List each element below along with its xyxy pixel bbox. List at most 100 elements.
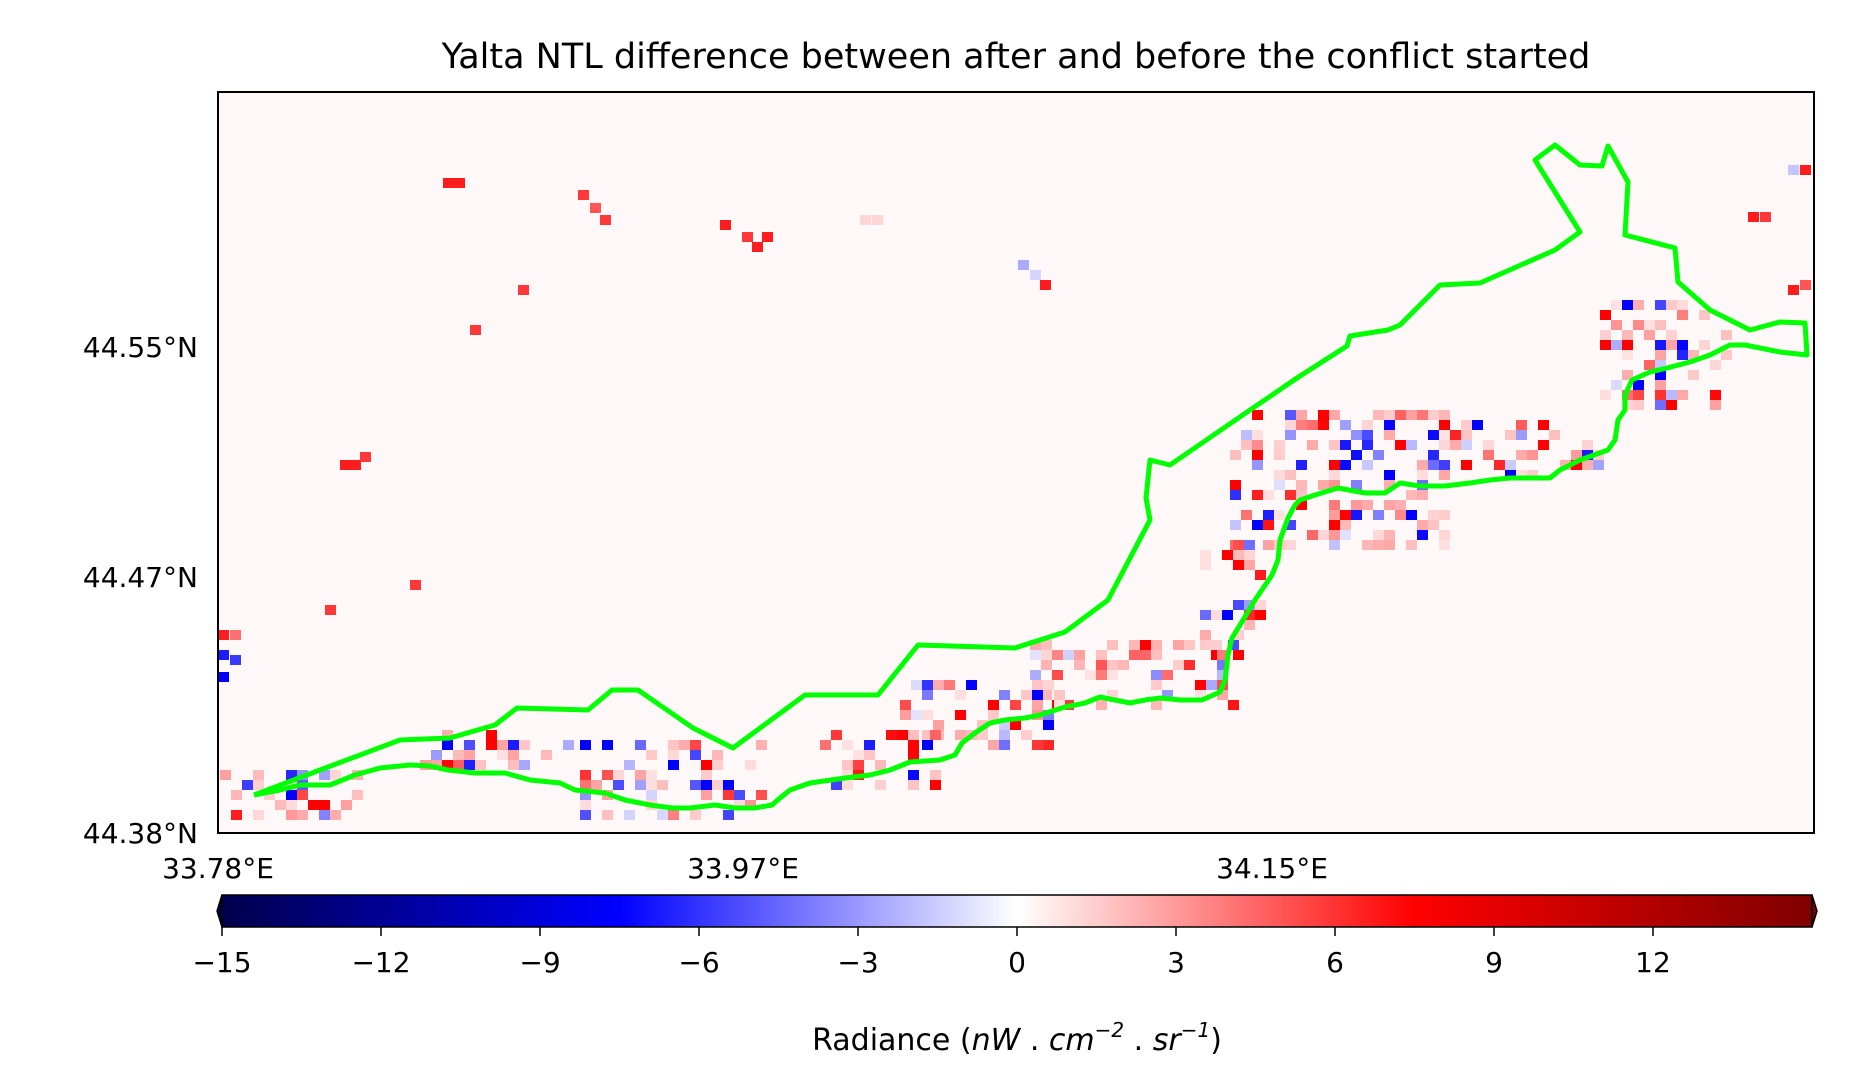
radiance-pixel [860,215,871,225]
radiance-pixel [410,580,421,590]
radiance-pixel [1263,540,1274,550]
radiance-pixel [453,760,464,770]
radiance-pixel [497,740,508,750]
radiance-pixel [1263,520,1274,530]
radiance-pixel [1151,700,1162,710]
radiance-pixel [1600,310,1611,320]
radiance-pixel [1417,470,1428,480]
radiance-pixel [319,810,330,820]
radiance-pixel [613,780,624,790]
radiance-pixel [1041,660,1052,670]
radiance-pixel [1633,320,1644,330]
radiance-pixel [1151,680,1162,690]
radiance-pixel [657,780,668,790]
radiance-pixel [1748,212,1759,222]
radiance-pixel [1505,470,1516,480]
radiance-pixel [220,770,231,780]
radiance-pixel [679,740,690,750]
radiance-pixel [1173,660,1184,670]
map-title: Yalta NTL difference between after and b… [441,37,1591,77]
radiance-pixel [842,780,853,790]
radiance-pixel [922,680,933,690]
radiance-pixel [1362,420,1373,430]
radiance-pixel [1428,450,1439,460]
radiance-pixel [1285,430,1296,440]
radiance-pixel [1041,640,1052,650]
radiance-pixel [1255,610,1266,620]
radiance-pixel [1030,640,1041,650]
radiance-pixel [1428,520,1439,530]
radiance-pixel [1274,470,1285,480]
radiance-pixel [955,730,966,740]
radiance-pixel [297,810,308,820]
radiance-pixel [886,730,897,740]
lat-tick-label: 44.55°N [83,331,198,364]
radiance-pixel [286,790,297,800]
colorbar-label: Radiance (nW . cm−2 . sr−1) [812,1018,1222,1058]
radiance-pixel [1040,280,1051,290]
map-panel[interactable] [217,91,1815,834]
radiance-pixel [1285,410,1296,420]
radiance-pixel [1677,350,1688,360]
radiance-pixel [1384,540,1395,550]
radiance-pixel [1200,550,1211,560]
radiance-pixel [734,790,745,800]
radiance-pixel [831,780,842,790]
latitude-tick-labels: 44.55°N 44.47°N 44.38°N [83,331,198,850]
radiance-pixel [443,178,454,188]
radiance-pixel [360,452,371,462]
radiance-pixel [1439,470,1450,480]
radiance-pixel [999,730,1010,740]
radiance-pixel [1340,440,1351,450]
radiance-pixel [1655,340,1666,350]
radiance-pixel [1417,530,1428,540]
radiance-pixel [1200,610,1211,620]
colorbar-tick-label: −9 [519,946,560,979]
radiance-pixel [1788,165,1799,175]
radiance-pixel [1655,360,1666,370]
radiance-pixel [853,760,864,770]
radiance-pixel [1406,490,1417,500]
radiance-pixel [580,810,591,820]
radiance-pixel [646,780,657,790]
radiance-pixel [690,810,701,820]
radiance-pixel [1151,670,1162,680]
radiance-pixel [734,800,745,810]
radiance-pixel [908,780,919,790]
radiance-pixel [1043,680,1054,690]
radiance-pixel [1140,640,1151,650]
radiance-pixel [218,650,229,660]
radiance-pixel [1373,530,1384,540]
radiance-pixel [230,655,241,665]
radiance-pixel [600,215,611,225]
radiance-pixel [1107,670,1118,680]
radiance-pixel [1307,440,1318,450]
radiance-pixel [1428,460,1439,470]
radiance-pixel [1428,510,1439,520]
radiance-pixel [1666,300,1677,310]
radiance-pixel [690,750,701,760]
longitude-tick-labels: 33.78°E 33.97°E 34.15°E [162,852,1328,885]
radiance-pixel [1030,670,1041,680]
radiance-pixel [1655,390,1666,400]
radiance-pixel [1666,330,1677,340]
radiance-pixel [762,232,773,242]
radiance-pixel [1230,480,1241,490]
radiance-pixel [1043,720,1054,730]
radiance-pixel [352,790,363,800]
radiance-pixel [635,740,646,750]
radiance-pixel [340,460,351,470]
radiance-pixel [1340,530,1351,540]
radiance-pixel [999,720,1010,730]
radiance-pixel [1307,530,1318,540]
radiance-pixel [325,605,336,615]
radiance-pixel [988,700,999,710]
radiance-pixel [701,770,712,780]
radiance-pixel [752,242,763,252]
radiance-pixel [1018,260,1029,270]
radiance-pixel [922,710,933,720]
colorbar-extend-high [1811,894,1818,928]
radiance-pixel [442,760,453,770]
radiance-pixel [580,740,591,750]
radiance-pixel [231,810,242,820]
